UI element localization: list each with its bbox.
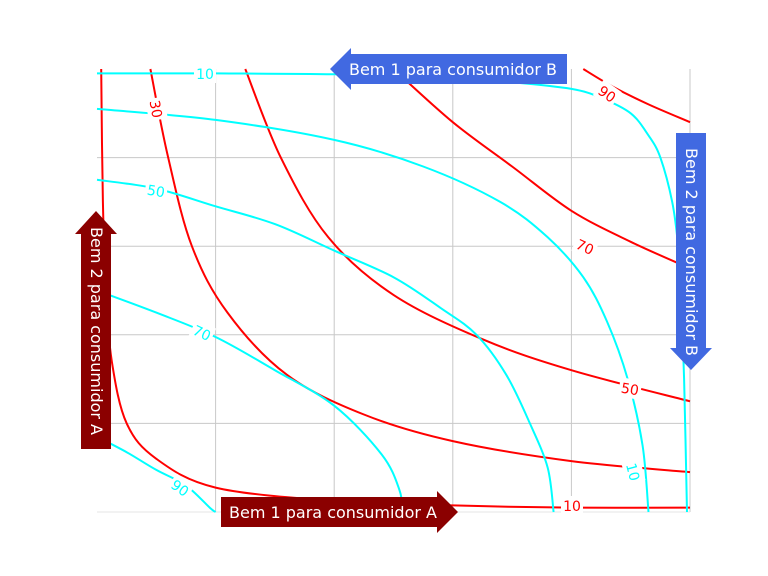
consumer-a-curve-90: [582, 68, 691, 124]
good1-consumer-b-label: Bem 1 para consumidor B: [349, 60, 557, 79]
consumer-b-contour-label-90: 90: [168, 477, 192, 500]
consumer-a-indifference-curves: [100, 68, 691, 509]
consumer-b-contour-label-50: 50: [146, 183, 166, 202]
consumer-a-contour-label-70: 70: [573, 237, 596, 259]
consumer-b-curve-50: [96, 178, 555, 513]
contour-label-bg: [194, 64, 216, 83]
good1-consumer-b-arrow: Bem 1 para consumidor B: [330, 48, 567, 90]
contour-label-bg: [145, 96, 168, 122]
good2-consumer-b-arrow-shape: [670, 133, 712, 370]
consumer-a-curve-50: [244, 68, 691, 403]
consumer-a-curve-70: [392, 68, 691, 270]
good1-consumer-a-label: Bem 1 para consumidor A: [229, 503, 437, 522]
good2-consumer-a-label: Bem 2 para consumidor A: [87, 227, 106, 435]
contour-label-bg: [143, 179, 169, 202]
contour-label-bg: [188, 319, 217, 346]
consumer-b-indifference-curves: [96, 72, 688, 513]
good2-consumer-b-label: Bem 2 para consumidor B: [682, 148, 701, 356]
consumer-a-contour-label-30: 30: [146, 99, 165, 119]
good2-consumer-b-arrow: Bem 2 para consumidor B: [670, 133, 712, 370]
good1-consumer-a-arrow: Bem 1 para consumidor A: [221, 491, 458, 533]
contour-label-bg: [561, 496, 583, 515]
consumer-b-curve-70: [96, 289, 404, 513]
contour-label-bg: [165, 473, 195, 502]
grid: [97, 69, 691, 513]
contour-label-bg: [592, 79, 622, 108]
consumer-b-contour-label-10: 10: [196, 67, 214, 83]
consumer-b-curve-90: [96, 435, 217, 513]
consumer-a-curve-30: [149, 68, 691, 474]
good1-consumer-b-arrow-shape: [330, 48, 567, 90]
consumer-b-contour-label-70: 70: [190, 323, 213, 345]
consumer-a-curve-10: [100, 68, 691, 509]
consumer-b-curve-unlabeled-1: [96, 107, 650, 513]
consumer-a-contour-label-10: 10: [563, 499, 581, 515]
contour-label-bg: [621, 458, 646, 485]
contour-label-bg: [617, 377, 643, 400]
contour-label-bg: [571, 233, 600, 260]
good2-consumer-a-arrow-shape: [75, 211, 117, 449]
consumer-b-contour-label-10-right: 10: [622, 462, 642, 483]
good2-consumer-a-arrow: Bem 2 para consumidor A: [75, 211, 117, 449]
consumer-a-contour-label-50: 50: [620, 381, 640, 400]
good1-consumer-a-arrow-shape: [221, 491, 458, 533]
consumer-b-curve-10: [96, 72, 688, 513]
